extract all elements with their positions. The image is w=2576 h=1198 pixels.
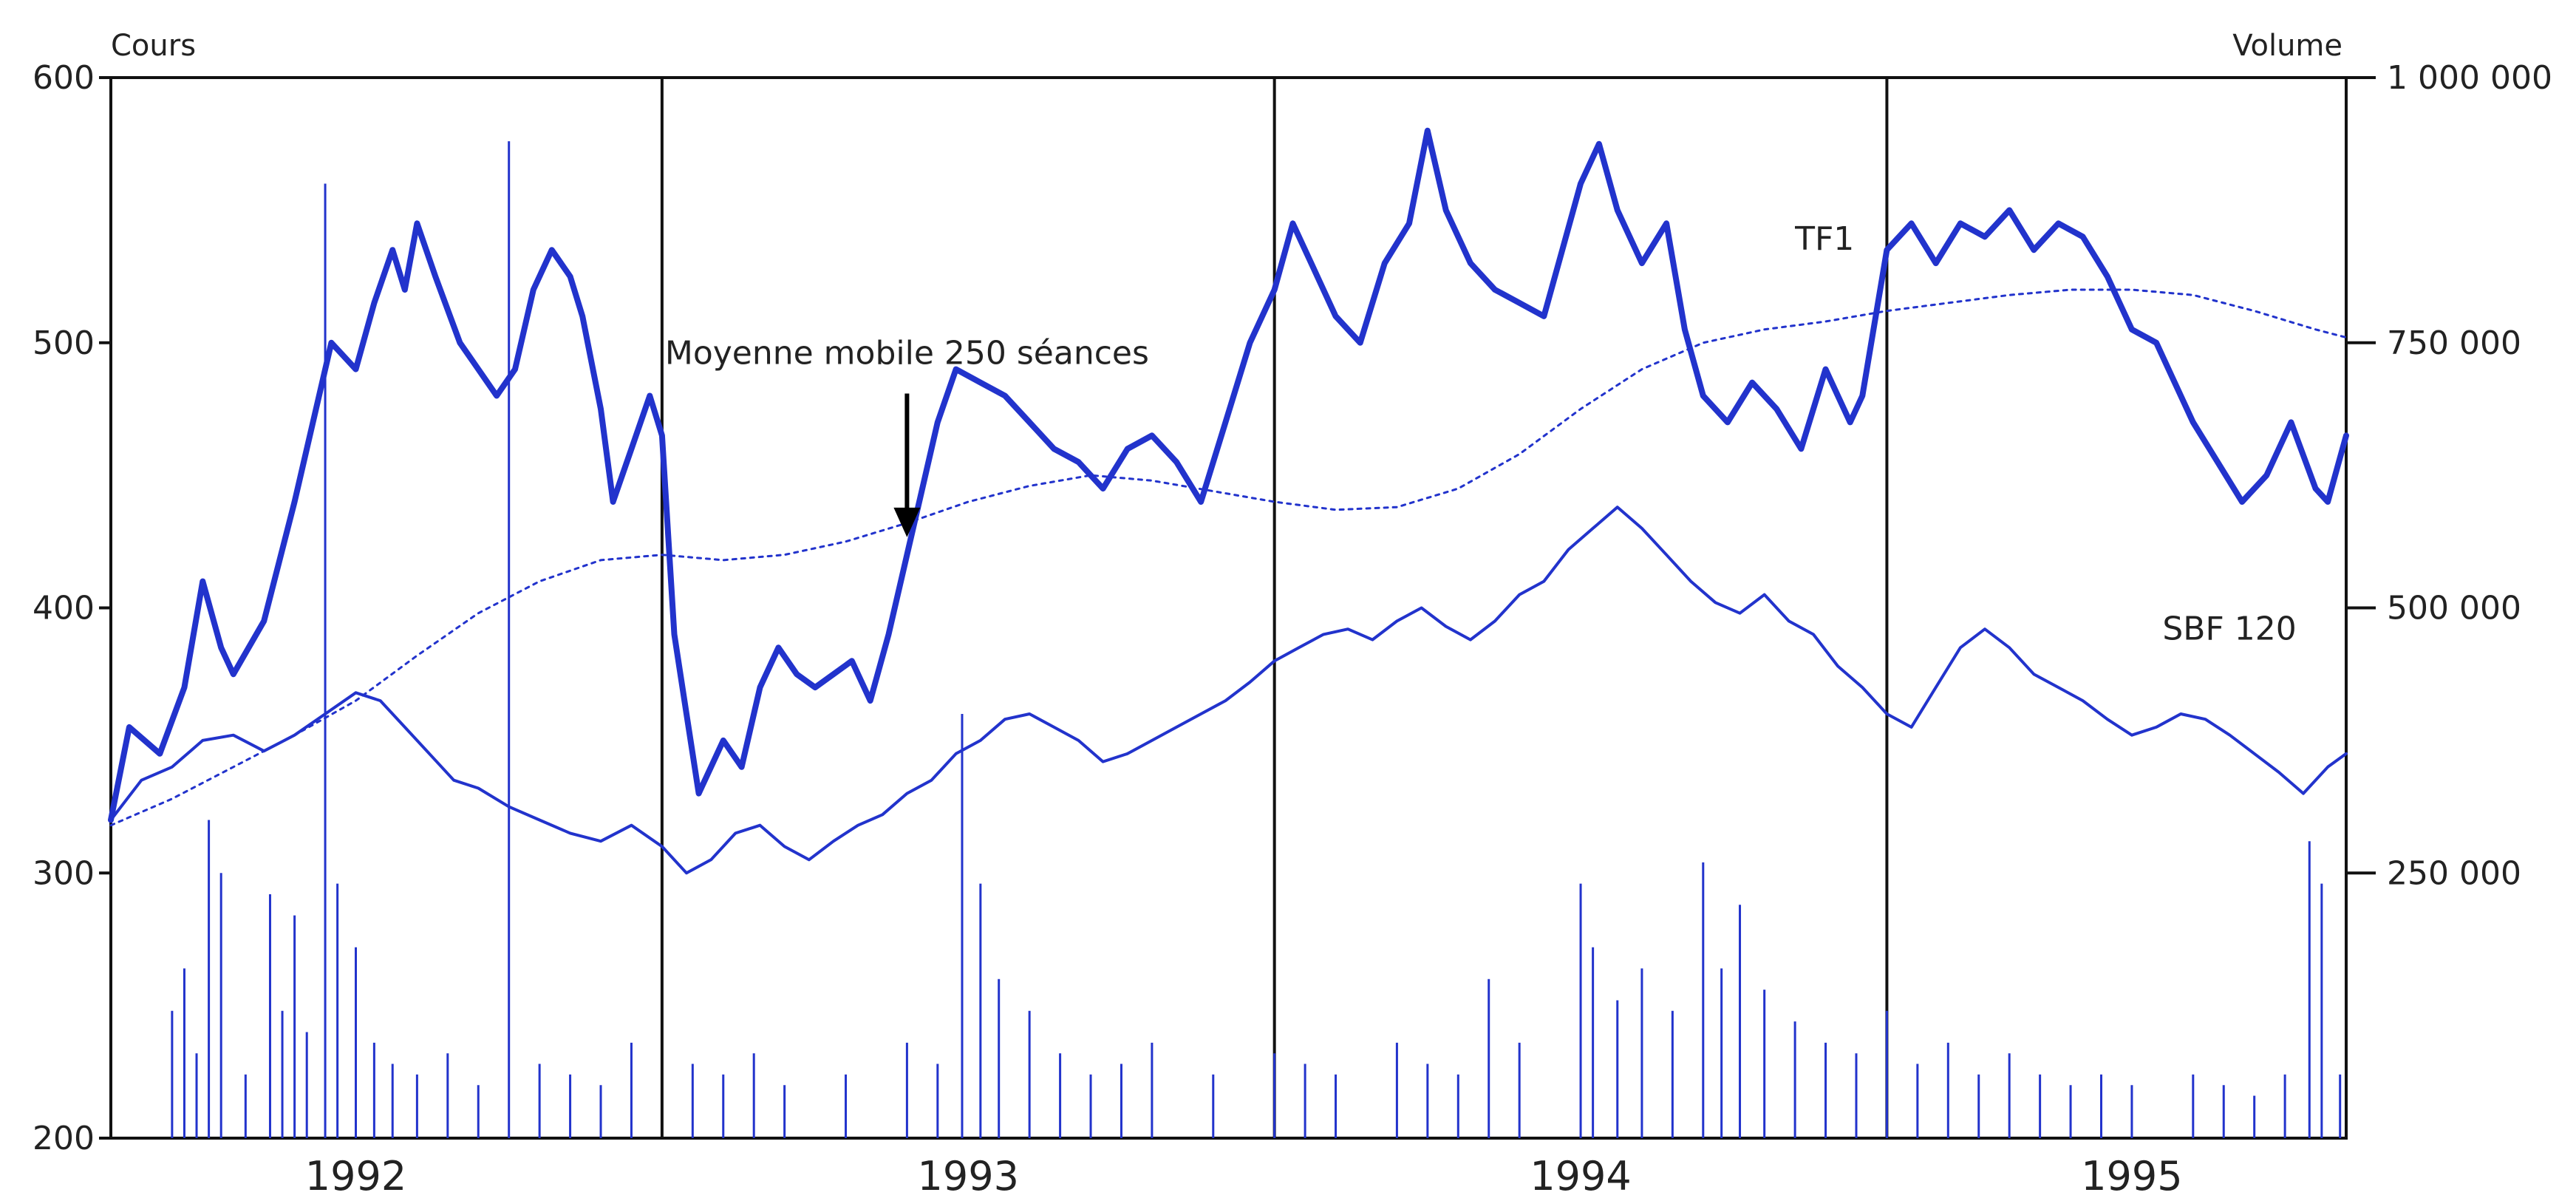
annotation-moving-average: Moyenne mobile 250 séances bbox=[665, 334, 1149, 372]
annotation-sbf120: SBF 120 bbox=[2162, 610, 2296, 648]
series-line-moving-average bbox=[109, 288, 2348, 827]
series-lines bbox=[108, 127, 2349, 875]
series-line-tf1 bbox=[108, 127, 2349, 823]
plot-frame bbox=[109, 76, 2348, 1140]
right-axis-tick-label: 1 000 000 bbox=[2387, 59, 2552, 97]
left-axis-tick-label: 600 bbox=[33, 59, 95, 97]
left-axis-tick-label: 200 bbox=[33, 1120, 95, 1157]
left-axis-tick-label: 400 bbox=[33, 590, 95, 627]
annotation-arrow-head bbox=[893, 507, 921, 537]
right-axis-tick-label: 750 000 bbox=[2387, 324, 2521, 362]
year-label: 1995 bbox=[2081, 1153, 2182, 1198]
series-line-sbf120 bbox=[109, 506, 2348, 875]
year-label: 1992 bbox=[305, 1153, 406, 1198]
plot-area bbox=[109, 76, 2348, 1140]
right-axis-title: Volume bbox=[2232, 29, 2342, 63]
right-axis-tick-label: 500 000 bbox=[2387, 590, 2521, 627]
left-axis-tick-label: 300 bbox=[33, 854, 95, 892]
annotations: Moyenne mobile 250 séances TF1 SBF 120 bbox=[665, 220, 2297, 647]
year-label: 1994 bbox=[1530, 1153, 1631, 1198]
year-label: 1993 bbox=[918, 1153, 1019, 1198]
annotation-tf1: TF1 bbox=[1794, 220, 1854, 258]
axes: 200 300 400 500 600 Cours 250 000 500 000 750 00… bbox=[33, 29, 2552, 1198]
left-axis-tick-label: 500 bbox=[33, 324, 95, 362]
right-axis-tick-label: 250 000 bbox=[2387, 854, 2521, 892]
volume-bars bbox=[171, 141, 2342, 1138]
left-axis-title: Cours bbox=[111, 29, 196, 63]
